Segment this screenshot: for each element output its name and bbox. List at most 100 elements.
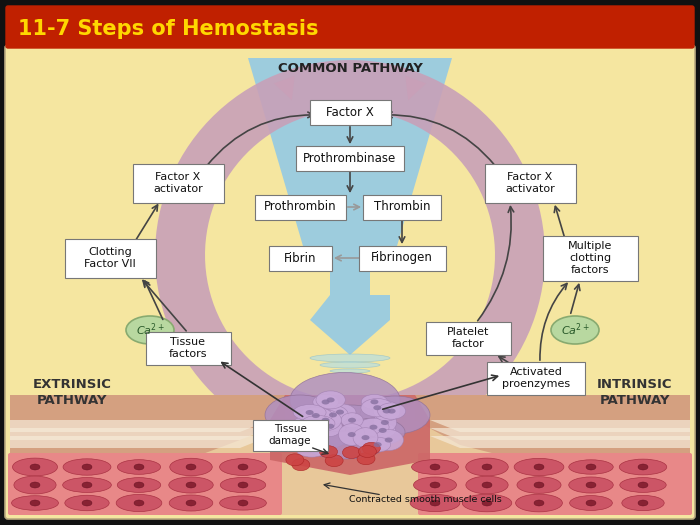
Polygon shape	[270, 395, 430, 475]
Polygon shape	[10, 395, 285, 460]
Ellipse shape	[304, 428, 312, 434]
Ellipse shape	[63, 478, 111, 492]
Ellipse shape	[370, 423, 395, 438]
Ellipse shape	[238, 464, 248, 470]
Ellipse shape	[569, 460, 613, 474]
Ellipse shape	[341, 413, 363, 428]
Ellipse shape	[370, 425, 377, 429]
Polygon shape	[405, 76, 426, 100]
Ellipse shape	[321, 400, 330, 404]
FancyBboxPatch shape	[253, 419, 328, 450]
Ellipse shape	[290, 430, 321, 450]
Text: Fibrinogen: Fibrinogen	[371, 251, 433, 265]
Ellipse shape	[14, 476, 56, 494]
Ellipse shape	[238, 482, 248, 488]
Ellipse shape	[373, 405, 382, 410]
FancyBboxPatch shape	[5, 45, 695, 519]
Ellipse shape	[290, 373, 400, 427]
FancyBboxPatch shape	[6, 6, 694, 48]
Text: Tissue
factors: Tissue factors	[169, 337, 207, 359]
Ellipse shape	[622, 496, 664, 511]
Ellipse shape	[360, 396, 430, 434]
Ellipse shape	[638, 500, 648, 506]
Ellipse shape	[345, 418, 405, 446]
Text: Ca$^{2+}$: Ca$^{2+}$	[561, 322, 589, 338]
Ellipse shape	[186, 464, 196, 470]
Text: Factor X
activator: Factor X activator	[153, 172, 203, 194]
Ellipse shape	[82, 464, 92, 470]
Ellipse shape	[13, 458, 57, 476]
Ellipse shape	[170, 458, 212, 476]
Ellipse shape	[534, 464, 544, 470]
Ellipse shape	[30, 464, 40, 470]
Ellipse shape	[134, 482, 144, 488]
Text: Ca$^{2+}$: Ca$^{2+}$	[136, 322, 164, 338]
Ellipse shape	[358, 418, 389, 436]
Text: Tissue
damage: Tissue damage	[269, 424, 312, 446]
Ellipse shape	[126, 316, 174, 344]
Ellipse shape	[374, 442, 382, 447]
Ellipse shape	[430, 464, 440, 470]
FancyBboxPatch shape	[10, 395, 690, 515]
Ellipse shape	[534, 500, 544, 506]
FancyBboxPatch shape	[255, 194, 346, 219]
Text: Prothrombin: Prothrombin	[264, 201, 336, 214]
Ellipse shape	[82, 500, 92, 506]
Polygon shape	[430, 420, 690, 432]
Ellipse shape	[361, 398, 393, 417]
Ellipse shape	[82, 482, 92, 488]
FancyBboxPatch shape	[484, 163, 575, 203]
Text: INTRINSIC
PATHWAY: INTRINSIC PATHWAY	[597, 379, 673, 407]
Ellipse shape	[534, 482, 544, 488]
Ellipse shape	[462, 494, 512, 512]
Ellipse shape	[314, 421, 322, 426]
Ellipse shape	[482, 500, 492, 506]
Ellipse shape	[330, 369, 370, 373]
Ellipse shape	[318, 405, 349, 424]
Ellipse shape	[385, 437, 393, 443]
Ellipse shape	[238, 500, 248, 506]
Ellipse shape	[370, 400, 379, 404]
Text: 11-7 Steps of Hemostasis: 11-7 Steps of Hemostasis	[18, 19, 318, 39]
Ellipse shape	[363, 443, 380, 454]
Text: Factor X
activator: Factor X activator	[505, 172, 555, 194]
FancyBboxPatch shape	[8, 453, 282, 515]
Polygon shape	[248, 58, 452, 355]
Ellipse shape	[186, 500, 196, 506]
Ellipse shape	[220, 496, 267, 510]
Polygon shape	[155, 60, 350, 449]
Ellipse shape	[348, 418, 356, 423]
Ellipse shape	[342, 447, 360, 458]
FancyBboxPatch shape	[363, 194, 441, 219]
Ellipse shape	[292, 459, 310, 471]
Ellipse shape	[290, 420, 350, 450]
Ellipse shape	[381, 420, 388, 425]
Ellipse shape	[118, 478, 161, 492]
Ellipse shape	[329, 413, 337, 417]
Polygon shape	[10, 420, 270, 432]
Ellipse shape	[361, 435, 370, 440]
Ellipse shape	[412, 460, 458, 475]
Ellipse shape	[169, 495, 213, 511]
Ellipse shape	[388, 408, 395, 414]
Ellipse shape	[292, 417, 319, 433]
Ellipse shape	[482, 464, 492, 470]
Ellipse shape	[514, 458, 564, 476]
Ellipse shape	[305, 431, 385, 459]
Ellipse shape	[353, 428, 378, 447]
Polygon shape	[10, 428, 270, 440]
Ellipse shape	[373, 413, 397, 433]
Ellipse shape	[302, 422, 309, 427]
Ellipse shape	[30, 500, 40, 506]
Ellipse shape	[220, 458, 267, 476]
Ellipse shape	[312, 413, 320, 418]
Ellipse shape	[116, 495, 162, 511]
Ellipse shape	[586, 482, 596, 488]
Text: EXTRINSIC
PATHWAY: EXTRINSIC PATHWAY	[33, 379, 111, 407]
Polygon shape	[316, 419, 340, 440]
Ellipse shape	[466, 458, 508, 476]
Ellipse shape	[365, 437, 391, 452]
Ellipse shape	[306, 410, 314, 415]
Polygon shape	[350, 60, 545, 449]
Ellipse shape	[570, 496, 612, 510]
